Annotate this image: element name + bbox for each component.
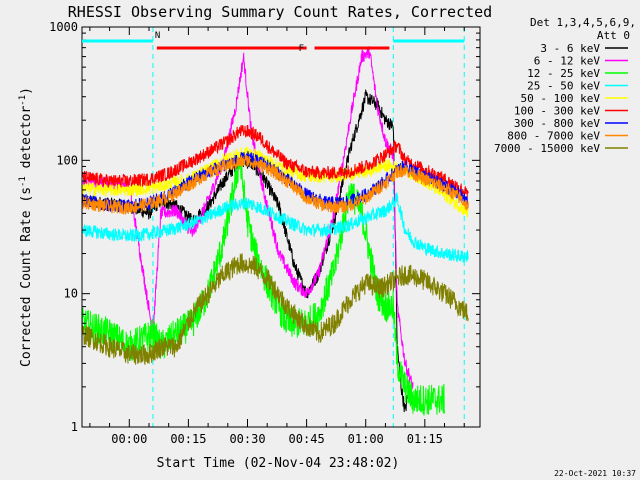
legend-label: 12 - 25 keV (527, 67, 600, 80)
flag-label: N (155, 31, 160, 41)
x-tick-label: 00:15 (170, 432, 206, 446)
y-axis-label-end: ) (19, 87, 34, 95)
legend-label: 800 - 7000 keV (507, 130, 600, 143)
series-layer (82, 27, 469, 427)
legend-header-line-2: Att 0 (597, 29, 630, 42)
y-axis-label-exp2: -1 (18, 95, 28, 106)
y-tick-label: 1 (71, 420, 78, 434)
series-line (82, 253, 469, 365)
chart-title: RHESSI Observing Summary Count Rates, Co… (68, 3, 492, 21)
y-axis-label-base: Corrected Count Rate (s (19, 187, 34, 367)
y-axis-label-exp1: -1 (18, 176, 28, 187)
legend-label: 100 - 300 keV (514, 105, 600, 118)
plot-area (81, 26, 481, 428)
legend-label: 300 - 800 keV (514, 117, 600, 130)
plot-frame (81, 26, 481, 428)
series-line (82, 192, 469, 264)
y-tick-label: 1000 (49, 20, 78, 34)
flag-label: F (299, 44, 304, 54)
legend-label: 25 - 50 keV (527, 80, 600, 93)
legend-label: 7000 - 15000 keV (494, 142, 600, 155)
x-tick-label: 01:00 (348, 432, 384, 446)
y-tick-label: 100 (56, 153, 78, 167)
legend-label: 6 - 12 keV (534, 55, 601, 68)
legend-label: 50 - 100 keV (521, 92, 601, 105)
x-tick-label: 00:00 (111, 432, 147, 446)
legend-label: 3 - 6 keV (540, 42, 600, 55)
y-axis-label-mid: detector (19, 106, 34, 177)
x-tick-label: 01:15 (407, 432, 443, 446)
legend-header-line-1: Det 1,3,4,5,6,9, (530, 16, 636, 29)
y-axis-label: Corrected Count Rate (s-1 detector-1) (18, 87, 34, 367)
y-tick-label: 10 (64, 287, 78, 301)
footer-timestamp: 22-Oct-2021 10:37 (554, 469, 636, 478)
x-axis-label: Start Time (02-Nov-04 23:48:02) (157, 456, 400, 471)
series-line (82, 154, 469, 215)
axes-layer: 00:00 00:15 00:30 00:45 01:00 01:15 1 10 100 1000… (49, 20, 480, 446)
x-tick-label: 00:45 (289, 432, 325, 446)
series-line (82, 89, 414, 413)
series-line (82, 124, 469, 197)
x-tick-label: 00:30 (229, 432, 265, 446)
series-line (82, 46, 414, 390)
